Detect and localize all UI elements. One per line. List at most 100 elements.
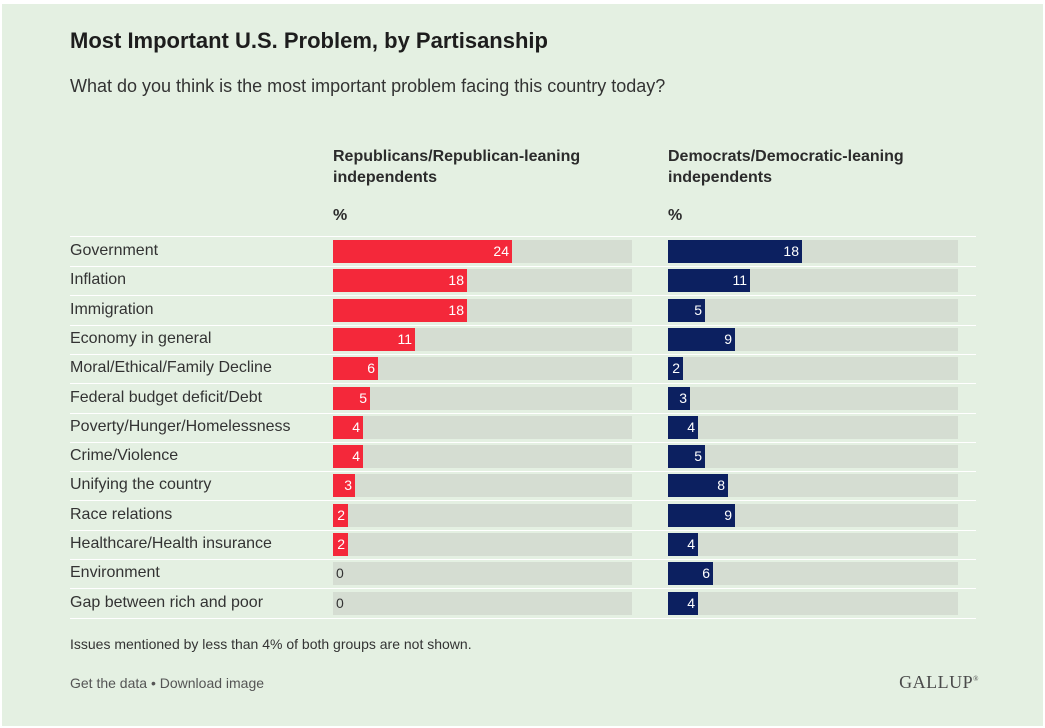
- row-separator: [70, 471, 976, 472]
- democrats-bar: [668, 445, 705, 468]
- republicans-bar: [333, 357, 378, 380]
- democrats-bar-track: 11: [668, 269, 958, 292]
- democrats-value-label: 5: [694, 302, 702, 318]
- republicans-value-label: 18: [448, 302, 464, 318]
- republicans-bar-track: 0: [333, 592, 632, 615]
- row-separator: [70, 442, 976, 443]
- democrats-bar: [668, 357, 683, 380]
- row-separator: [70, 530, 976, 531]
- democrats-bar-track: 8: [668, 474, 958, 497]
- republicans-bar-track: 2: [333, 533, 632, 556]
- republicans-value-label: 18: [448, 272, 464, 288]
- gallup-logo: GALLUP®: [899, 672, 979, 693]
- trademark-mark: ®: [973, 675, 979, 683]
- category-label: Inflation: [70, 271, 127, 288]
- republicans-value-label: 6: [367, 360, 375, 376]
- democrats-bar: [668, 504, 735, 527]
- democrats-value-label: 2: [672, 360, 680, 376]
- democrats-bar: [668, 328, 735, 351]
- republicans-bar-track: 4: [333, 445, 632, 468]
- democrats-bar-track: 4: [668, 592, 958, 615]
- link-separator: •: [147, 675, 160, 691]
- democrats-value-label: 5: [694, 448, 702, 464]
- democrats-bar-track: 18: [668, 240, 958, 263]
- democrats-bar-track: 9: [668, 504, 958, 527]
- republicans-bar-track: 18: [333, 269, 632, 292]
- category-label: Crime/Violence: [70, 447, 179, 464]
- category-label: Gap between rich and poor: [70, 594, 264, 611]
- republicans-bar: [333, 474, 355, 497]
- democrats-bar: [668, 592, 698, 615]
- democrats-bar: [668, 299, 705, 322]
- republicans-bar-track: 2: [333, 504, 632, 527]
- download-image-link[interactable]: Download image: [159, 675, 265, 691]
- republicans-value-label: 0: [336, 595, 344, 611]
- democrats-value-label: 9: [724, 507, 732, 523]
- democrats-column-header: Democrats/Democratic-leaning independent…: [668, 148, 904, 186]
- republicans-bar: [333, 445, 363, 468]
- brand-name: GALLUP: [899, 672, 974, 692]
- republicans-bar: [333, 328, 415, 351]
- republicans-bar: [333, 533, 348, 556]
- democrats-bar-track: 5: [668, 445, 958, 468]
- category-label: Government: [70, 242, 159, 259]
- republicans-value-label: 2: [337, 536, 345, 552]
- category-label: Immigration: [70, 301, 154, 318]
- footnote: Issues mentioned by less than 4% of both…: [70, 636, 472, 652]
- republicans-bar-track: 24: [333, 240, 632, 263]
- category-label: Healthcare/Health insurance: [70, 535, 272, 552]
- republicans-value-label: 11: [397, 331, 412, 347]
- republicans-bar: [333, 416, 363, 439]
- category-label: Economy in general: [70, 330, 212, 347]
- category-label: Race relations: [70, 506, 173, 523]
- republicans-value-label: 0: [336, 565, 344, 581]
- row-separator: [70, 559, 976, 560]
- democrats-bar-track: 6: [668, 562, 958, 585]
- democrats-bar: [668, 416, 698, 439]
- democrats-unit-label: %: [668, 207, 683, 224]
- row-separator: [70, 618, 976, 619]
- republicans-bar-track: 11: [333, 328, 632, 351]
- democrats-value-label: 11: [732, 272, 747, 288]
- republicans-value-label: 2: [337, 507, 345, 523]
- row-separator: [70, 354, 976, 355]
- republicans-value-label: 3: [344, 477, 352, 493]
- republicans-value-label: 4: [352, 448, 360, 464]
- republicans-value-label: 24: [493, 243, 509, 259]
- democrats-bar-track: 4: [668, 416, 958, 439]
- democrats-bar: [668, 533, 698, 556]
- democrats-bar-track: 5: [668, 299, 958, 322]
- democrats-value-label: 18: [783, 243, 799, 259]
- democrats-bar: [668, 269, 750, 292]
- democrats-bar-track: 3: [668, 387, 958, 410]
- democrats-value-label: 8: [717, 477, 725, 493]
- republicans-bar: [333, 299, 467, 322]
- democrats-bar: [668, 562, 713, 585]
- category-label: Environment: [70, 564, 160, 581]
- democrats-bar: [668, 240, 802, 263]
- democrats-bar-track: 9: [668, 328, 958, 351]
- democrats-value-label: 6: [702, 565, 710, 581]
- republicans-unit-label: %: [333, 207, 348, 224]
- row-separator: [70, 295, 976, 296]
- republicans-bar-track: 5: [333, 387, 632, 410]
- row-separator: [70, 266, 976, 267]
- democrats-value-label: 3: [679, 390, 687, 406]
- row-separator: [70, 325, 976, 326]
- democrats-bar-track: 4: [668, 533, 958, 556]
- row-separator: [70, 413, 976, 414]
- republicans-bar: [333, 240, 512, 263]
- republicans-bar: [333, 387, 370, 410]
- democrats-value-label: 4: [687, 536, 695, 552]
- category-label: Unifying the country: [70, 476, 212, 493]
- category-label: Moral/Ethical/Family Decline: [70, 359, 272, 376]
- get-data-link[interactable]: Get the data: [70, 675, 148, 691]
- republicans-value-label: 5: [359, 390, 367, 406]
- republicans-bar-track: 6: [333, 357, 632, 380]
- republicans-column-header: Republicans/Republican-leaning independe…: [333, 148, 581, 186]
- category-label: Poverty/Hunger/Homelessness: [70, 418, 291, 435]
- category-label: Federal budget deficit/Debt: [70, 389, 263, 406]
- republicans-bar: [333, 504, 348, 527]
- chart-subtitle: What do you think is the most important …: [70, 76, 666, 96]
- republicans-bar-track: 0: [333, 562, 632, 585]
